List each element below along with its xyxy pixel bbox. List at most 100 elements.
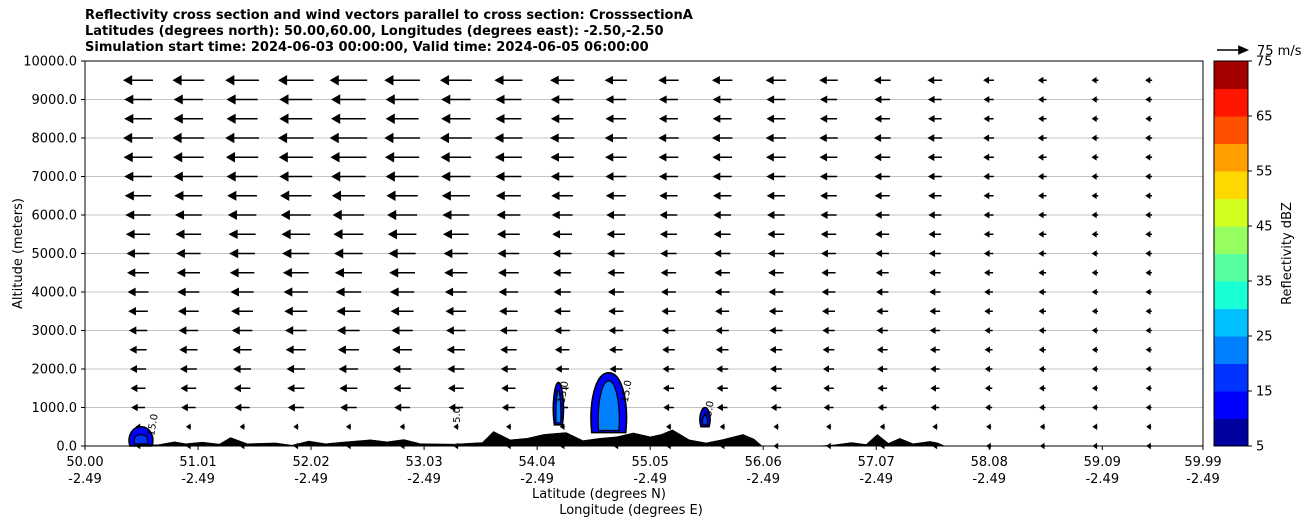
colorbar-tick-label: 5 xyxy=(1256,440,1264,455)
wind-arrow xyxy=(609,365,623,373)
wind-arrow xyxy=(715,346,729,354)
wind-arrow xyxy=(874,191,890,200)
wind-arrow xyxy=(231,326,253,335)
colorbar-segment xyxy=(1214,171,1248,199)
wind-arrow xyxy=(554,345,570,354)
wind-arrow xyxy=(129,345,147,354)
wind-arrow xyxy=(819,133,838,143)
colorbar-tick-label: 15 xyxy=(1256,385,1273,400)
wind-arrow xyxy=(385,152,420,163)
y-tick-label: 7000.0 xyxy=(32,170,78,185)
wind-arrow xyxy=(123,132,153,144)
wind-arrow xyxy=(391,326,413,335)
x-tick-label-lon: -2.49 xyxy=(859,472,893,487)
wind-arrow xyxy=(765,75,787,85)
colorbar-segment xyxy=(1214,308,1248,337)
wind-arrow xyxy=(335,287,362,297)
wind-arrow xyxy=(440,152,472,163)
y-tick-label: 3000.0 xyxy=(32,324,78,339)
wind-arrow xyxy=(279,113,313,124)
wind-arrow xyxy=(984,288,993,296)
wind-arrow xyxy=(1145,173,1153,180)
wind-arrow xyxy=(281,229,311,240)
wind-arrow xyxy=(1038,288,1047,296)
wind-arrow xyxy=(280,190,312,201)
wind-arrow xyxy=(549,133,575,143)
wind-arrow xyxy=(386,190,418,201)
wind-arrow xyxy=(336,306,361,316)
wind-arrow xyxy=(1145,192,1152,200)
wind-arrow xyxy=(875,230,890,239)
wind-arrow xyxy=(172,75,205,86)
wind-arrow xyxy=(495,191,521,201)
wind-arrow xyxy=(339,384,358,393)
wind-arrow xyxy=(605,191,626,201)
wind-arrow xyxy=(126,249,150,258)
wind-arrow xyxy=(390,306,414,316)
wind-arrow xyxy=(927,153,942,162)
wind-arrow xyxy=(663,403,674,412)
wind-arrow xyxy=(179,345,198,354)
colorbar-segment xyxy=(1214,336,1248,364)
wind-arrow xyxy=(331,171,366,182)
wind-arrow xyxy=(658,75,679,85)
wind-arrow xyxy=(282,248,310,259)
wind-arrow xyxy=(929,326,940,335)
wind-arrow xyxy=(820,230,837,239)
wind-arrow xyxy=(1038,96,1047,103)
wind-arrow xyxy=(984,384,993,392)
wind-arrow xyxy=(927,76,943,85)
wind-arrow xyxy=(605,114,627,124)
wind-arrow xyxy=(1091,96,1099,103)
wind-arrow xyxy=(874,172,891,181)
wind-arrow xyxy=(225,152,259,163)
wind-arrow xyxy=(1038,346,1046,354)
wind-arrow xyxy=(606,230,626,239)
wind-arrow xyxy=(713,230,731,239)
wind-arrow xyxy=(1038,211,1047,219)
wind-arrow xyxy=(185,423,191,430)
colorbar-segment xyxy=(1214,116,1248,144)
wind-arrow xyxy=(228,229,256,240)
wind-arrow xyxy=(928,191,942,200)
wind-arrow xyxy=(279,171,313,182)
wind-arrow xyxy=(983,153,994,161)
wind-arrow xyxy=(983,76,994,84)
wind-arrow xyxy=(173,152,204,163)
colorbar-tick-label: 25 xyxy=(1256,330,1273,345)
wind-arrow xyxy=(712,172,732,181)
wind-arrow xyxy=(877,365,888,373)
wind-arrow xyxy=(716,403,728,412)
wind-arrow xyxy=(1037,153,1047,161)
wind-arrow xyxy=(928,95,942,104)
wind-arrow xyxy=(985,404,993,411)
wind-arrow xyxy=(658,153,679,162)
wind-arrow xyxy=(446,345,465,354)
wind-arrow xyxy=(773,423,779,430)
wind-arrow xyxy=(128,307,148,316)
x-tick-label-lat: 53.03 xyxy=(405,455,442,470)
x-tick-label-lat: 56.06 xyxy=(745,455,782,470)
wind-arrow xyxy=(283,287,308,297)
x-tick-label-lon: -2.49 xyxy=(746,472,780,487)
wind-arrow xyxy=(329,75,368,86)
wind-arrow xyxy=(441,94,471,105)
wind-arrow xyxy=(1145,269,1152,277)
wind-arrow xyxy=(658,114,678,123)
wind-arrow xyxy=(605,172,627,181)
wind-arrow xyxy=(331,113,366,124)
chart-title: Reflectivity cross section and wind vect… xyxy=(85,8,693,56)
wind-arrow xyxy=(333,229,364,240)
wind-arrow xyxy=(384,75,420,86)
wind-arrow xyxy=(929,288,941,296)
wind-arrow xyxy=(928,230,942,238)
y-tick-label: 5000.0 xyxy=(32,247,78,262)
wind-arrow xyxy=(389,287,415,297)
wind-arrow xyxy=(604,75,628,85)
reflectivity-cells: 15.0 15.0 15.0 5.0 5.0 xyxy=(128,372,717,447)
wind-arrow xyxy=(393,384,411,393)
wind-arrow xyxy=(175,229,202,239)
x-tick-label-lon: -2.49 xyxy=(520,472,554,487)
wind-arrow xyxy=(875,249,889,258)
colorbar-segment xyxy=(1214,418,1248,447)
